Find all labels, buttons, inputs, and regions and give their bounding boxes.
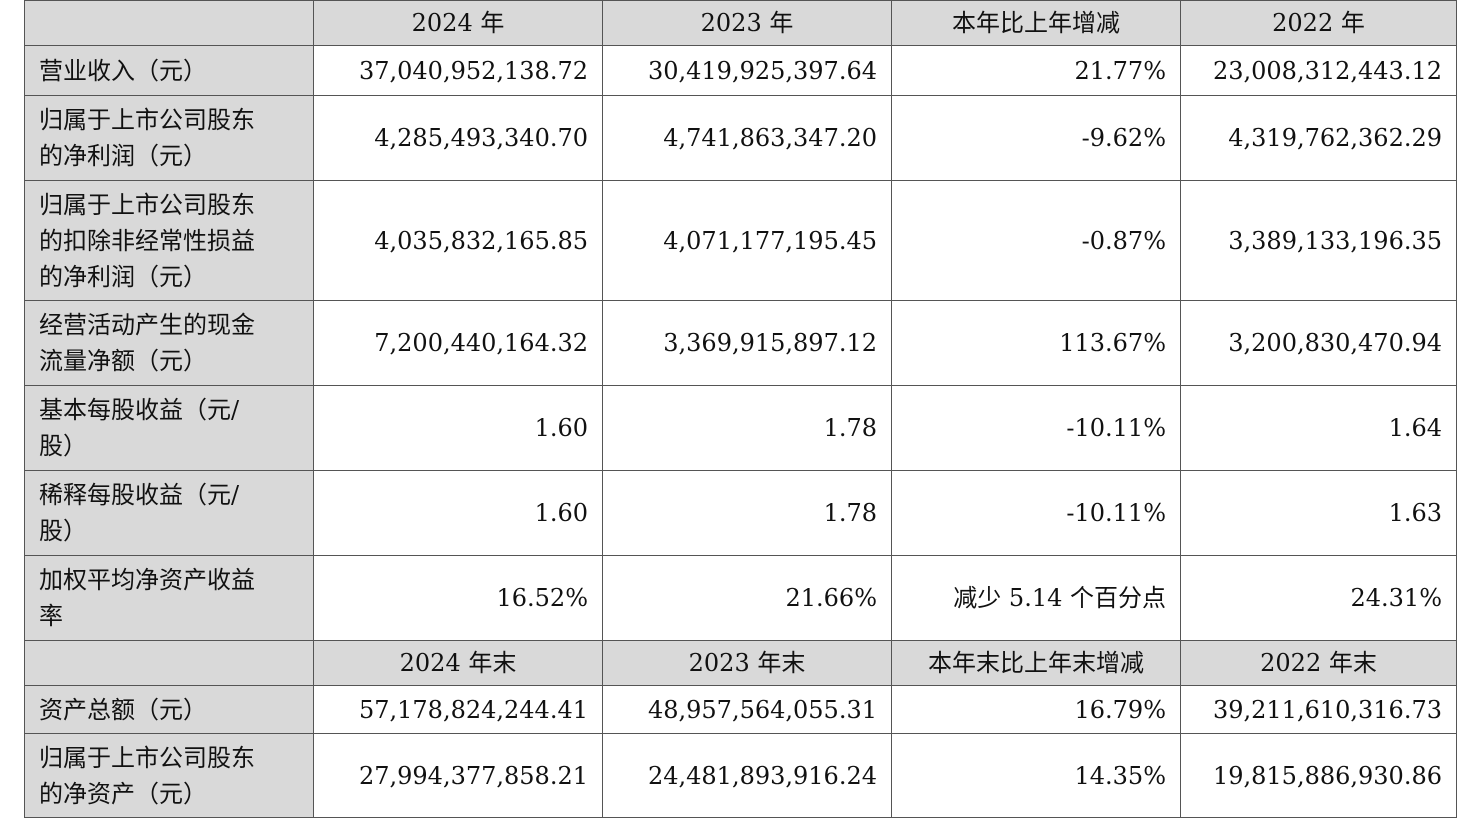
value-change: 16.79% (891, 685, 1181, 734)
value-2022: 39,211,610,316.73 (1180, 685, 1457, 734)
table-row: 归属于上市公司股东 的扣除非经常性损益 的净利润（元） 4,035,832,165.… (24, 180, 1457, 301)
value-change: 14.35% (891, 733, 1181, 818)
value-2024: 37,040,952,138.72 (313, 45, 603, 96)
value-change: -0.87% (891, 180, 1181, 301)
table-row: 营业收入（元） 37,040,952,138.72 30,419,925,397… (24, 45, 1457, 96)
row-label-basic-eps: 基本每股收益（元/股） (24, 385, 314, 471)
value-change: 21.77% (891, 45, 1181, 96)
row-label-line: 流量净额（元） (39, 347, 207, 375)
row-label-line: 经营活动产生的现金 (39, 311, 255, 339)
header-row-years: 2024 年 2023 年 本年比上年增减 2022 年 (24, 0, 1457, 46)
value-2023: 21.66% (602, 555, 892, 641)
row-label-line: 归属于上市公司股东 (39, 190, 255, 219)
financial-summary-table: 2024 年 2023 年 本年比上年增减 2022 年 营业收入（元） 37,… (24, 0, 1457, 818)
value-2024: 4,035,832,165.85 (313, 180, 603, 301)
table-row: 加权平均净资产收益率 16.52% 21.66% 减少 5.14 个百分点 24… (24, 555, 1457, 641)
value-2022: 23,008,312,443.12 (1180, 45, 1457, 96)
table-row: 基本每股收益（元/股） 1.60 1.78 -10.11% 1.64 (24, 385, 1457, 471)
table-row: 稀释每股收益（元/股） 1.60 1.78 -10.11% 1.63 (24, 470, 1457, 556)
value-2022: 1.63 (1180, 470, 1457, 556)
row-label-line: 率 (39, 602, 63, 630)
row-label-diluted-eps: 稀释每股收益（元/股） (24, 470, 314, 556)
header-2024-year-end: 2024 年末 (313, 640, 603, 686)
table-row: 归属于上市公司股东 的净利润（元） 4,285,493,340.70 4,741,… (24, 95, 1457, 181)
value-2023: 48,957,564,055.31 (602, 685, 892, 734)
row-label-line: 基本每股收益（元/ (39, 396, 240, 424)
row-label-line: 资产总额（元） (39, 695, 207, 724)
header-2023-year-end: 2023 年末 (602, 640, 892, 686)
value-2024: 27,994,377,858.21 (313, 733, 603, 818)
row-label-line: 的净资产（元） (39, 779, 207, 808)
row-label-line: 稀释每股收益（元/ (39, 481, 240, 509)
value-change: -10.11% (891, 385, 1181, 471)
value-2022: 1.64 (1180, 385, 1457, 471)
header-2022: 2022 年 (1180, 0, 1457, 46)
header-corner-cell (24, 0, 314, 46)
value-2023: 1.78 (602, 385, 892, 471)
row-label-line: 的净利润（元） (39, 262, 207, 291)
row-label-line: 加权平均净资产收益 (39, 566, 255, 594)
row-label-line: 的净利润（元） (39, 142, 207, 170)
value-2022: 3,389,133,196.35 (1180, 180, 1457, 301)
value-2024: 1.60 (313, 470, 603, 556)
table-row: 归属于上市公司股东 的净资产（元） 27,994,377,858.21 24,48… (24, 733, 1457, 818)
table-row: 资产总额（元） 57,178,824,244.41 48,957,564,055… (24, 685, 1457, 734)
value-2023: 3,369,915,897.12 (602, 300, 892, 386)
row-label-net-assets: 归属于上市公司股东 的净资产（元） (24, 733, 314, 818)
value-change: 113.67% (891, 300, 1181, 386)
row-label-line: 营业收入（元） (39, 56, 207, 85)
value-2022: 3,200,830,470.94 (1180, 300, 1457, 386)
value-2023: 4,071,177,195.45 (602, 180, 892, 301)
value-2024: 1.60 (313, 385, 603, 471)
value-2024: 7,200,440,164.32 (313, 300, 603, 386)
value-change: 减少 5.14 个百分点 (891, 555, 1181, 641)
table-row: 经营活动产生的现金 流量净额（元） 7,200,440,164.32 3,369,… (24, 300, 1457, 386)
row-label-net-profit: 归属于上市公司股东 的净利润（元） (24, 95, 314, 181)
header-yoy-change: 本年比上年增减 (891, 0, 1181, 46)
value-2023: 30,419,925,397.64 (602, 45, 892, 96)
row-label-operating-revenue: 营业收入（元） (24, 45, 314, 96)
row-label-total-assets: 资产总额（元） (24, 685, 314, 734)
value-2023: 4,741,863,347.20 (602, 95, 892, 181)
header-year-end-change: 本年末比上年末增减 (891, 640, 1181, 686)
value-2024: 57,178,824,244.41 (313, 685, 603, 734)
value-2023: 24,481,893,916.24 (602, 733, 892, 818)
value-2024: 16.52% (313, 555, 603, 641)
value-2022: 19,815,886,930.86 (1180, 733, 1457, 818)
row-label-weighted-roe: 加权平均净资产收益率 (24, 555, 314, 641)
value-change: -10.11% (891, 470, 1181, 556)
row-label-net-profit-deducted: 归属于上市公司股东 的扣除非经常性损益 的净利润（元） (24, 180, 314, 301)
value-change: -9.62% (891, 95, 1181, 181)
header-corner-cell (24, 640, 314, 686)
value-2024: 4,285,493,340.70 (313, 95, 603, 181)
value-2023: 1.78 (602, 470, 892, 556)
header-2022-year-end: 2022 年末 (1180, 640, 1457, 686)
row-label-line: 归属于上市公司股东 (39, 106, 255, 134)
value-2022: 24.31% (1180, 555, 1457, 641)
row-label-line: 归属于上市公司股东 (39, 743, 255, 772)
row-label-line: 的扣除非经常性损益 (39, 226, 255, 255)
header-2023: 2023 年 (602, 0, 892, 46)
row-label-operating-cash-flow: 经营活动产生的现金 流量净额（元） (24, 300, 314, 386)
row-label-line: 股） (39, 517, 87, 545)
header-2024: 2024 年 (313, 0, 603, 46)
header-row-year-end: 2024 年末 2023 年末 本年末比上年末增减 2022 年末 (24, 640, 1457, 686)
value-2022: 4,319,762,362.29 (1180, 95, 1457, 181)
row-label-line: 股） (39, 432, 87, 460)
